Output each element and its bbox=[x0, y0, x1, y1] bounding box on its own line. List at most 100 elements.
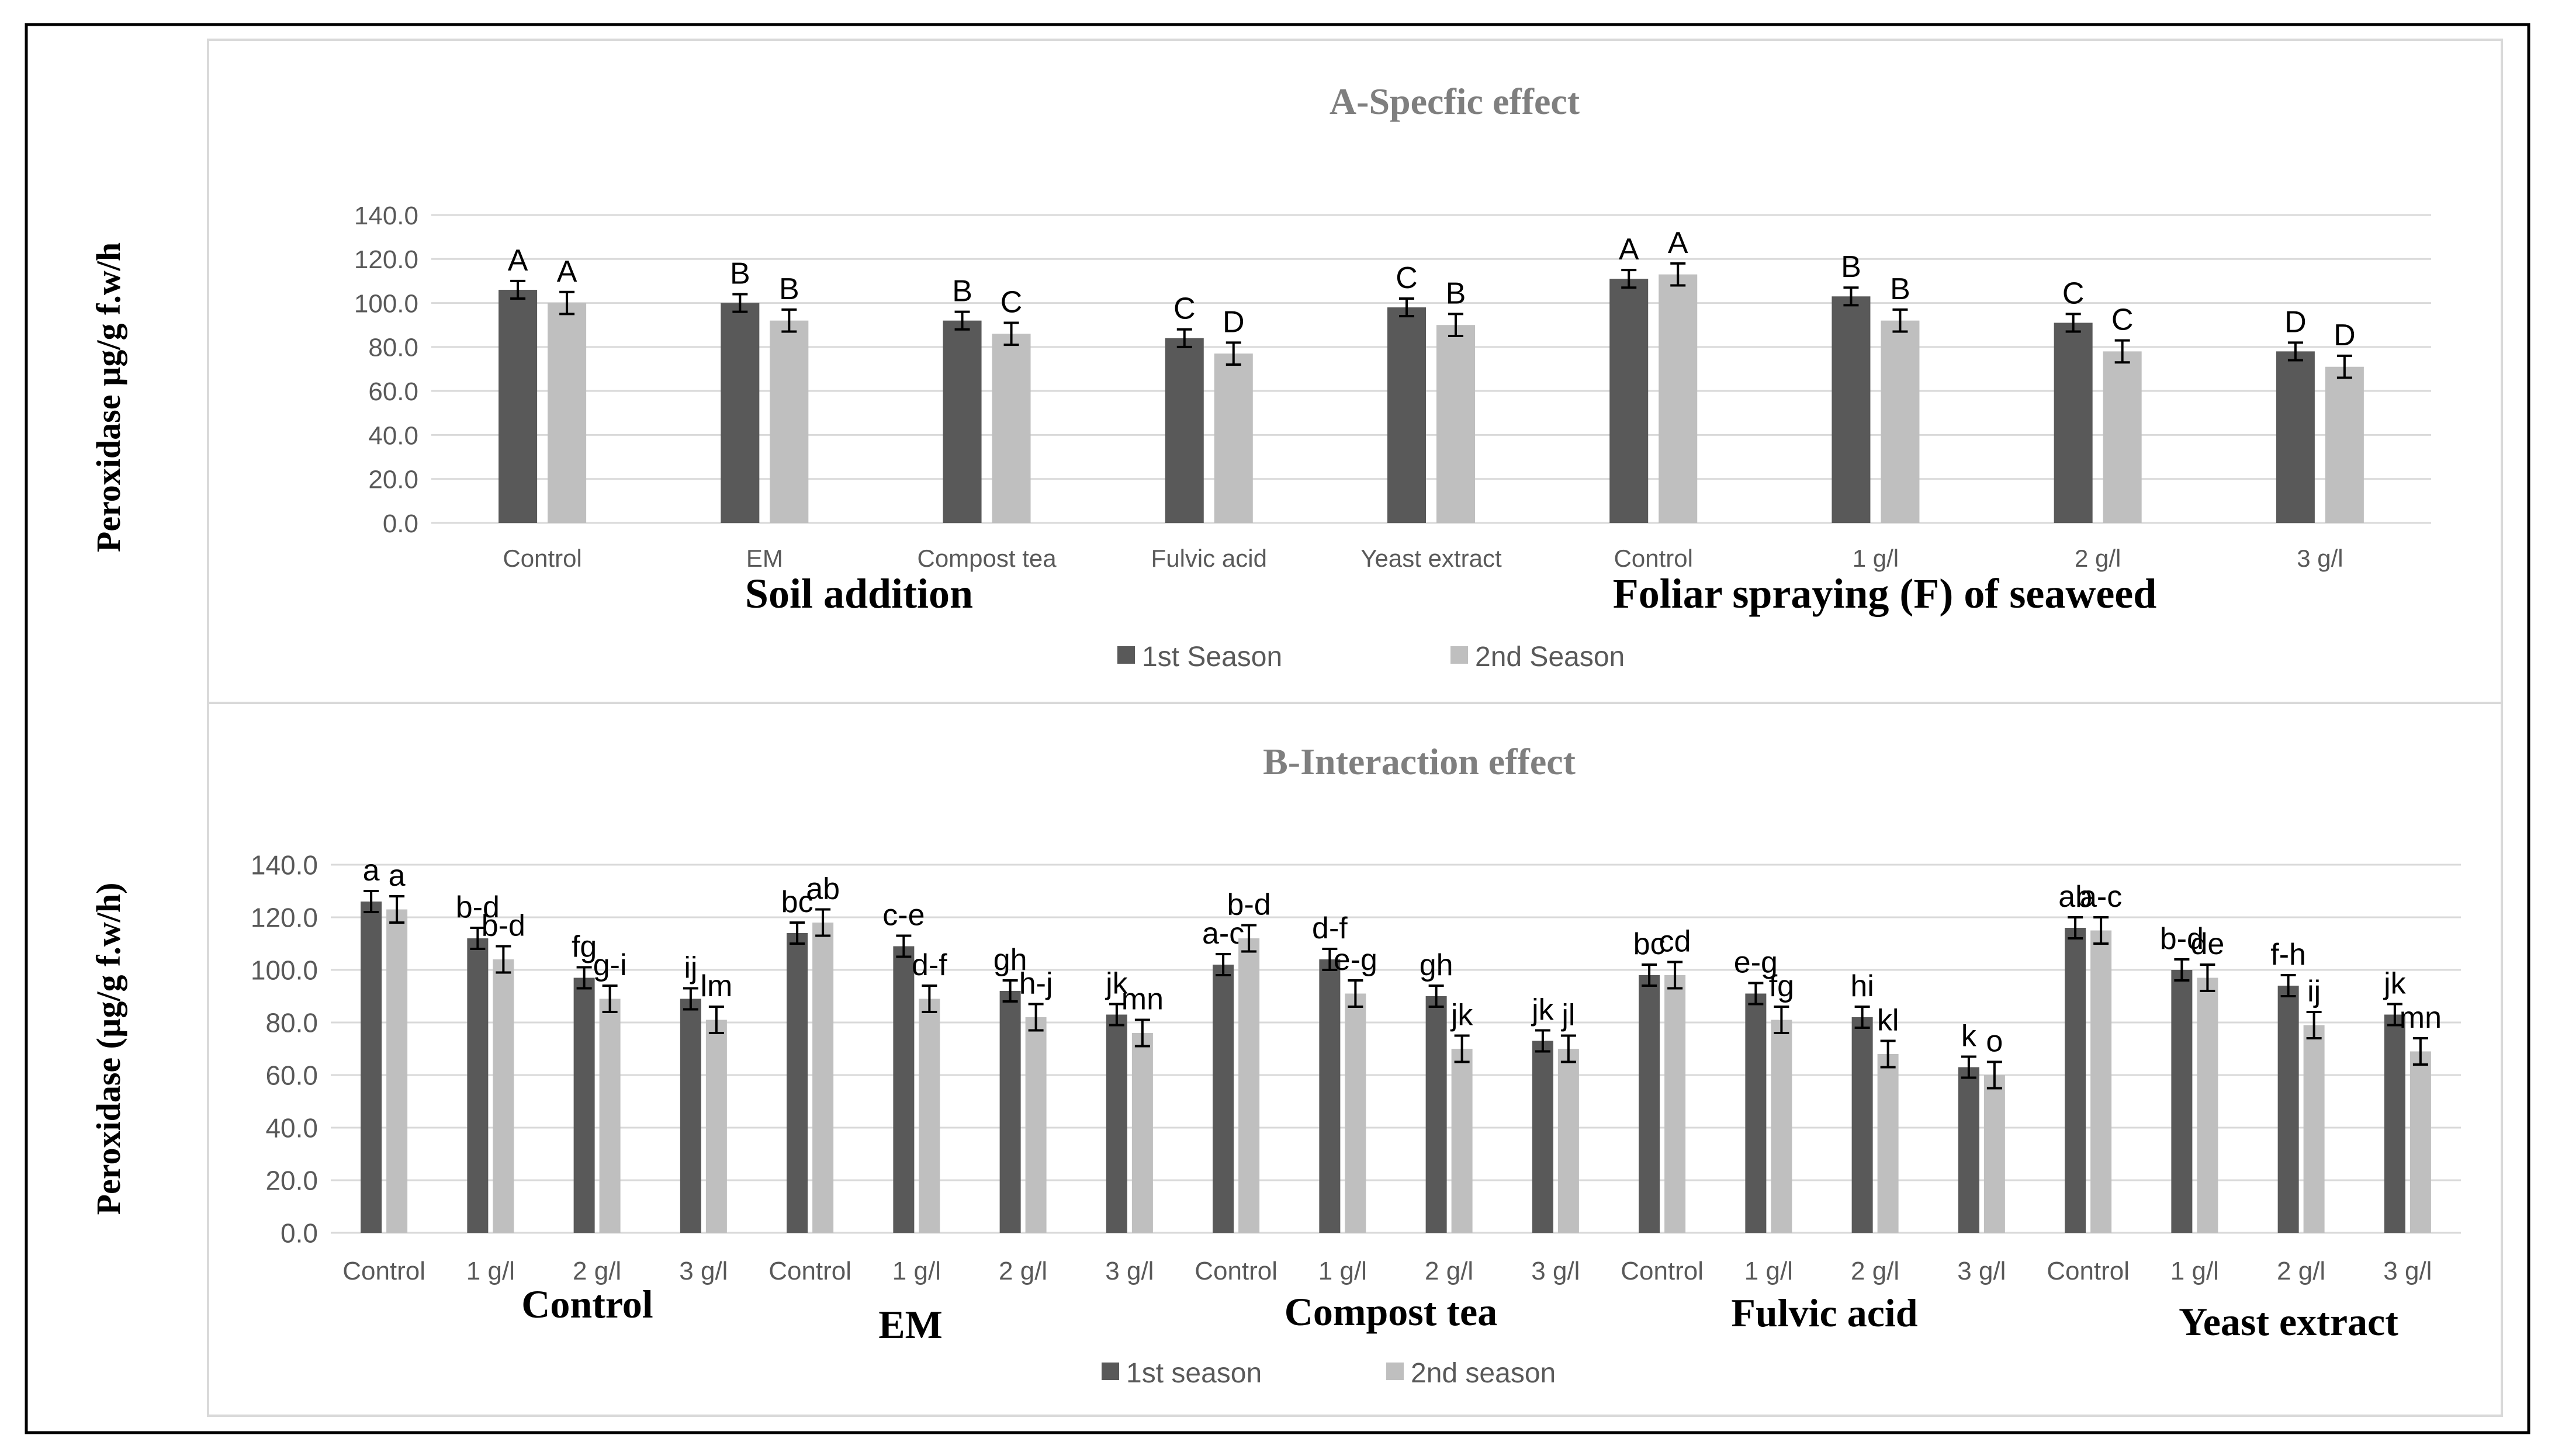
panel-a-letter-s2-1: B bbox=[779, 272, 799, 306]
panel-b-bar-s2-18 bbox=[2303, 1025, 2325, 1233]
panel-b-bar-s2-9 bbox=[1345, 993, 1366, 1233]
panel-a-y-tick-label: 0.0 bbox=[383, 509, 418, 538]
panel-a-bar-s2-6 bbox=[1881, 320, 1920, 523]
panel-b-group-label: Control bbox=[521, 1282, 653, 1326]
panel-b-y-tick-label: 140.0 bbox=[251, 850, 318, 880]
panel-b-letter-s1-6: gh bbox=[993, 943, 1027, 977]
panel-b-bar-s1-1 bbox=[467, 938, 489, 1233]
panel-b-bar-s2-7 bbox=[1131, 1033, 1153, 1233]
panel-b-x-tick-label: Control bbox=[342, 1257, 425, 1285]
panel-b-bar-s2-15 bbox=[1983, 1075, 2005, 1233]
panel-b-title: B-Interaction effect bbox=[1263, 741, 1576, 782]
panel-b-letter-s1-0: a bbox=[363, 854, 380, 888]
panel-a-legend-label-s1: 1st Season bbox=[1142, 642, 1282, 672]
panel-a-y-tick-label: 100.0 bbox=[354, 289, 418, 318]
panel-b-group-label: Yeast extract bbox=[2179, 1299, 2398, 1344]
panel-b-y-tick-label: 100.0 bbox=[251, 955, 318, 986]
panel-b-letter-s2-3: lm bbox=[700, 969, 732, 1003]
panel-b-letter-s2-1: b-d bbox=[482, 909, 525, 943]
panel-a-y-tick-label: 40.0 bbox=[368, 421, 418, 450]
panel-b-bar-s1-0 bbox=[361, 902, 382, 1233]
panel-b-letter-s1-13: e-g bbox=[1734, 946, 1778, 980]
panel-a-x-tick-label: 3 g/l bbox=[2297, 545, 2343, 572]
panel-b-bar-s2-1 bbox=[493, 959, 514, 1233]
panel-a-bar-s2-8 bbox=[2325, 366, 2364, 523]
panel-a-x-tick-label: Yeast extract bbox=[1360, 545, 1502, 572]
panel-a-bar-s1-8 bbox=[2276, 351, 2315, 523]
panel-b-x-tick-label: Control bbox=[1195, 1257, 1278, 1285]
panel-a-letter-s1-4: C bbox=[1396, 261, 1418, 295]
panel-a-letter-s1-5: A bbox=[1619, 233, 1639, 266]
panel-a-bar-s1-7 bbox=[2054, 323, 2093, 523]
panel-a-bar-s2-7 bbox=[2103, 351, 2142, 523]
panel-b-letter-s1-11: jk bbox=[1531, 993, 1555, 1027]
panel-a-bar-s1-5 bbox=[1609, 279, 1649, 523]
panel-b-bar-s2-14 bbox=[1877, 1054, 1899, 1233]
panel-a-x-tick-label: Control bbox=[1614, 545, 1693, 572]
panel-a-bar-s2-5 bbox=[1659, 274, 1698, 523]
panel-a-bar-s2-3 bbox=[1214, 353, 1253, 523]
panel-b-letter-s1-16: ab bbox=[2058, 880, 2092, 914]
panel-b-letter-s1-15: k bbox=[1961, 1020, 1977, 1053]
panel-b-letter-s2-6: h-j bbox=[1019, 967, 1053, 1001]
panel-b-bar-s2-19 bbox=[2409, 1051, 2431, 1233]
panel-b-letter-s2-9: e-g bbox=[1334, 943, 1377, 977]
panel-a-letter-s1-3: C bbox=[1173, 292, 1196, 326]
panel-b-bar-s2-17 bbox=[2197, 977, 2218, 1233]
panel-b-x-tick-label: 2 g/l bbox=[1425, 1257, 1473, 1285]
outer-frame bbox=[25, 23, 2530, 1434]
panel-b-y-tick-label: 20.0 bbox=[265, 1166, 318, 1196]
panel-b-letter-s1-10: gh bbox=[1420, 948, 1453, 982]
panel-a-letter-s2-4: B bbox=[1446, 276, 1466, 310]
panel-a-bar-s2-0 bbox=[548, 303, 587, 523]
panel-a-y-tick-label: 20.0 bbox=[368, 466, 418, 494]
panel-b-x-tick-label: 3 g/l bbox=[2383, 1257, 2432, 1285]
panel-b-x-tick-label: 1 g/l bbox=[466, 1257, 515, 1285]
panel-a-y-tick-label: 120.0 bbox=[354, 245, 418, 274]
panel-a-bar-s2-2 bbox=[992, 334, 1031, 523]
panel-b-border bbox=[207, 702, 2503, 1417]
panel-b-letter-s1-7: jk bbox=[1105, 967, 1128, 1001]
panel-b-x-tick-label: Control bbox=[768, 1257, 851, 1285]
panel-b-x-tick-label: 2 g/l bbox=[999, 1257, 1047, 1285]
panel-a-group-label: Foliar spraying (F) of seaweed bbox=[1613, 570, 2157, 617]
panel-b-bar-s1-15 bbox=[1958, 1067, 1979, 1233]
panel-b-group-label: EM bbox=[878, 1302, 943, 1347]
panel-b-bar-s2-3 bbox=[705, 1020, 727, 1233]
panel-b-letter-s1-19: jk bbox=[2383, 967, 2407, 1001]
panel-b-bar-s2-5 bbox=[919, 999, 940, 1233]
panel-b-bar-s2-2 bbox=[599, 999, 621, 1233]
panel-b-x-tick-label: Control bbox=[1621, 1257, 1704, 1285]
panel-b-x-tick-label: 3 g/l bbox=[1531, 1257, 1580, 1285]
panel-b-x-tick-label: 3 g/l bbox=[1105, 1257, 1154, 1285]
panel-b-bar-s1-19 bbox=[2384, 1014, 2405, 1233]
panel-a-x-tick-label: 2 g/l bbox=[2075, 545, 2121, 572]
panel-a-legend-label-s2: 2nd Season bbox=[1475, 642, 1625, 672]
panel-b-letter-s1-5: c-e bbox=[882, 899, 925, 932]
panel-b-x-tick-label: Control bbox=[2047, 1257, 2130, 1285]
panel-b-group-label: Fulvic acid bbox=[1731, 1291, 1917, 1335]
panel-b-bar-s1-17 bbox=[2171, 970, 2193, 1233]
panel-a-x-tick-label: Fulvic acid bbox=[1151, 545, 1267, 572]
panel-b-letter-s2-5: d-f bbox=[912, 948, 947, 982]
panel-a-bar-s1-1 bbox=[721, 303, 760, 523]
panel-b-letter-s2-14: kl bbox=[1877, 1004, 1899, 1038]
panel-b-bar-s1-9 bbox=[1319, 959, 1341, 1233]
panel-b-x-tick-label: 2 g/l bbox=[573, 1257, 621, 1285]
panel-a-y-axis-label: Peroxidase µg/g f.w/h bbox=[89, 242, 127, 552]
panel-b-letter-s2-0: a bbox=[389, 859, 406, 893]
panel-b-bar-s1-16 bbox=[2065, 928, 2086, 1233]
panel-b-letter-s2-15: o bbox=[1986, 1025, 2003, 1059]
panel-b-y-tick-label: 60.0 bbox=[265, 1060, 318, 1091]
panel-a-bar-s1-4 bbox=[1387, 307, 1426, 523]
panel-b-x-tick-label: 2 g/l bbox=[1851, 1257, 1899, 1285]
panel-b-bar-s2-10 bbox=[1451, 1049, 1473, 1233]
panel-b-legend-swatch-s2 bbox=[1386, 1363, 1404, 1380]
panel-b-legend-label-s1: 1st season bbox=[1126, 1358, 1262, 1389]
panel-a-letter-s2-3: D bbox=[1223, 305, 1245, 339]
panel-b-letter-s1-4: bc bbox=[781, 885, 813, 919]
panel-b-letter-s1-9: d-f bbox=[1312, 911, 1348, 945]
panel-b-bar-s1-3 bbox=[680, 999, 701, 1233]
panel-a-bar-s1-3 bbox=[1165, 338, 1204, 523]
